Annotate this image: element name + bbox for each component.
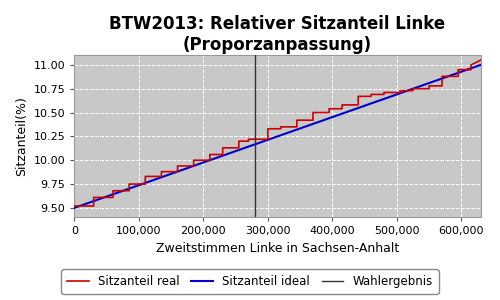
Sitzanteil real	[158, 175, 164, 178]
Sitzanteil real	[355, 94, 361, 98]
Line: Sitzanteil real: Sitzanteil real	[74, 60, 480, 206]
Sitzanteil real	[236, 140, 242, 143]
Sitzanteil real	[478, 58, 484, 62]
Title: BTW2013: Relativer Sitzanteil Linke
(Proporzanpassung): BTW2013: Relativer Sitzanteil Linke (Pro…	[110, 15, 446, 54]
Sitzanteil real	[72, 204, 78, 208]
Legend: Sitzanteil real, Sitzanteil ideal, Wahlergebnis: Sitzanteil real, Sitzanteil ideal, Wahle…	[62, 269, 438, 294]
Sitzanteil real	[310, 118, 316, 122]
Sitzanteil real	[326, 107, 332, 110]
Sitzanteil real	[326, 111, 332, 114]
Y-axis label: Sitzanteil(%): Sitzanteil(%)	[15, 96, 28, 176]
X-axis label: Zweitstimmen Linke in Sachsen-Anhalt: Zweitstimmen Linke in Sachsen-Anhalt	[156, 242, 399, 255]
